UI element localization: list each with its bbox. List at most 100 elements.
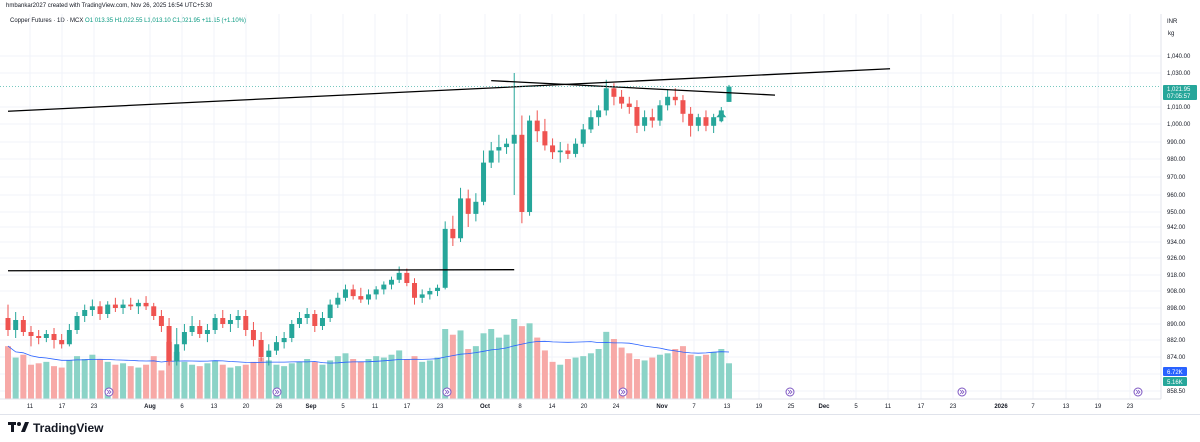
candle-body [189, 326, 195, 332]
time-axis[interactable]: 11 17 23 Aug 6 13 20 26 Sep 5 11 17 23 Oct 8 14 20 24 Nov 7… [0, 398, 1161, 410]
volume-bar [495, 337, 502, 399]
candle-body [534, 120, 540, 132]
candle-body [596, 110, 602, 118]
volume-bar [235, 366, 242, 399]
candle-body [373, 289, 379, 295]
candle-body [442, 228, 448, 288]
ohlc-values: O1,013.35 H1,022.55 L1,013.10 C1,021.95 … [85, 18, 247, 24]
candle-body [626, 103, 632, 107]
volume-bar [204, 363, 211, 399]
axis-currency: INR [1167, 19, 1178, 25]
candle-body [519, 134, 525, 212]
x-tick-label: 23 [437, 404, 444, 410]
volume-bar [603, 331, 610, 399]
y-tick-label: 918.00 [1167, 273, 1186, 279]
candle-body [642, 117, 648, 126]
candle-body [389, 279, 394, 285]
y-tick-label: 934.00 [1167, 240, 1186, 246]
x-tick-label: 5 [854, 404, 858, 410]
candle-body [220, 318, 226, 324]
candle-body [335, 297, 341, 305]
volume-bar [641, 360, 648, 399]
candle-body [542, 131, 548, 146]
candle-body [20, 320, 26, 332]
candle-body [342, 289, 348, 298]
event-chevron-icon [274, 389, 280, 395]
x-tick-label: 7 [692, 404, 696, 410]
volume-bar [664, 353, 671, 399]
up-arrow-icon [716, 111, 727, 122]
candle-body [419, 294, 425, 298]
candle-body [573, 143, 579, 154]
volume-bar [357, 361, 364, 399]
candle-body [181, 332, 187, 345]
candle-body [273, 342, 279, 351]
volume-bar [273, 364, 280, 399]
candle-body [465, 198, 471, 214]
candle-body [404, 272, 410, 283]
event-chevron-icon [620, 389, 626, 395]
volume-bar [564, 359, 571, 399]
candle-body [28, 332, 34, 336]
candle-body [66, 330, 72, 345]
candle-body [511, 134, 517, 144]
event-chevron-icon [444, 389, 450, 395]
price-axis[interactable]: INR kg 1,040.00 1,030.00 1,010.00 1,000.00 9… [1160, 14, 1197, 399]
volume-bar [265, 360, 272, 399]
event-markers[interactable] [104, 387, 1143, 397]
x-tick-label: 2026 [994, 404, 1008, 410]
y-tick-label: 942.00 [1167, 225, 1186, 231]
volume-bar [66, 360, 73, 399]
volume-bar [587, 353, 594, 399]
price-chart[interactable]: INR kg 1,040.00 1,030.00 1,010.00 1,000.00 9… [0, 0, 1200, 414]
volume-bar [189, 364, 196, 399]
x-tick-label: Nov [656, 404, 668, 410]
volume-bar [626, 353, 633, 399]
tradingview-brand[interactable]: TradingView [8, 421, 103, 435]
candle-body [43, 334, 49, 338]
last-price-badge [1163, 85, 1197, 100]
candle-body [672, 96, 678, 101]
volume-bar [595, 349, 602, 399]
candles [5, 73, 732, 366]
volume-bar [618, 347, 625, 399]
volume-badge-2 [1163, 377, 1187, 386]
candle-body [204, 330, 210, 334]
candle-body [243, 316, 249, 330]
candle-body [166, 326, 172, 362]
candle-body [227, 320, 233, 324]
candle-body [128, 304, 134, 307]
volume-bar [342, 353, 349, 399]
volume-bar [480, 333, 487, 399]
candle-body [496, 147, 502, 151]
volume-label-1: 6.72K [1167, 370, 1183, 376]
volume-bar [166, 341, 173, 399]
x-tick-label: 17 [59, 404, 66, 410]
volume-bar [388, 354, 395, 399]
volume-bar [74, 356, 81, 399]
volume-bar [718, 349, 725, 399]
trendlines[interactable] [7, 68, 891, 272]
candle-body [289, 324, 295, 338]
volume-bar [472, 346, 479, 399]
x-tick-label: 11 [27, 404, 34, 410]
y-tick-label: 858.50 [1167, 389, 1186, 395]
candle-body [726, 86, 732, 102]
x-tick-label: Aug [144, 404, 156, 410]
volume-bar [196, 366, 203, 399]
candle-body [151, 306, 157, 316]
x-tick-label: 13 [724, 404, 731, 410]
candle-body [281, 338, 287, 343]
candle-body [112, 304, 118, 308]
volume-bar [649, 357, 656, 399]
x-tick-label: 6 [180, 404, 184, 410]
x-tick-label: 25 [788, 404, 795, 410]
symbol-title[interactable]: Copper Futures · 1D · MCX [10, 18, 84, 24]
symbol-legend[interactable]: Copper Futures · 1D · MCX O1,013.35 H1,0… [10, 18, 246, 24]
volume-bar [97, 359, 104, 399]
countdown-label: 07:05:57 [1167, 94, 1191, 100]
volume-bars [5, 319, 732, 399]
volume-bar [541, 350, 548, 399]
y-tick-label: 1,010.00 [1167, 105, 1191, 111]
candle-body [296, 318, 302, 324]
